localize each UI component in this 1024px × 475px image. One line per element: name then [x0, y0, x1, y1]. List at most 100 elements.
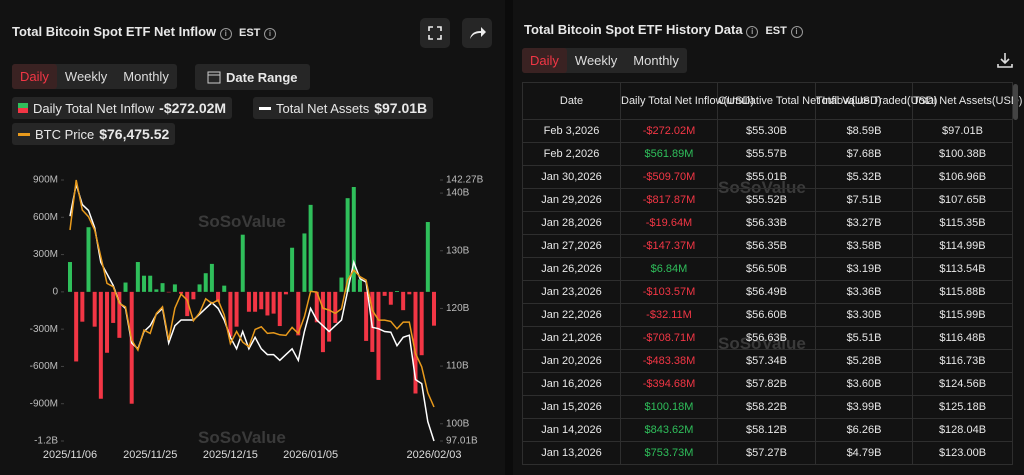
table-cell: Jan 22,2026 [522, 303, 621, 327]
bar [86, 227, 91, 292]
share-button[interactable] [462, 18, 492, 48]
table-cell: $6.84M [620, 257, 718, 281]
table-cell: $123.00B [912, 441, 1013, 465]
y2-tick-label: 130B [446, 245, 470, 256]
fullscreen-button[interactable] [420, 18, 450, 48]
bar [197, 284, 202, 292]
y-tick-label: 900M [33, 175, 58, 186]
table-cell: $128.04B [912, 418, 1013, 442]
bar [203, 273, 208, 292]
table-cell: $3.19B [815, 257, 913, 281]
table-cell: Jan 15,2026 [522, 395, 621, 419]
table-row: Jan 28,2026 -$19.64M $56.33B $3.27B $115.35B [522, 211, 1013, 235]
legend-inflow[interactable]: Daily Total Net Inflow -$272.02M [12, 97, 233, 119]
tab-monthly[interactable]: Monthly [123, 69, 169, 84]
tab-daily[interactable]: Daily [522, 48, 567, 73]
table-cell: $125.18B [912, 395, 1013, 419]
tab-weekly[interactable]: Weekly [574, 53, 618, 68]
table-body: Feb 3,2026 -$272.02M $55.30B $8.59B $97.01B F… [522, 119, 1013, 465]
y2-tick-label: 140B [446, 188, 470, 199]
table-cell: $3.58B [815, 234, 913, 258]
bar [388, 291, 393, 305]
bar [111, 291, 116, 323]
watermark: SoSoValue [198, 212, 286, 231]
share-icon [470, 27, 486, 39]
bar [234, 291, 239, 327]
legend-name: Total Net Assets [276, 100, 370, 116]
tab-weekly[interactable]: Weekly [64, 69, 108, 84]
bar [394, 291, 399, 292]
bar [228, 291, 233, 337]
column-header: Total Value Traded(USD) [815, 82, 937, 120]
y-tick-label: 600M [33, 212, 58, 223]
info-icon[interactable]: i [746, 26, 759, 38]
table-row: Jan 14,2026 $843.62M $58.12B $6.26B $128.04B [522, 418, 1013, 442]
table-cell: $56.33B [717, 211, 816, 235]
legend-value: $76,475.52 [99, 126, 170, 142]
tab-monthly[interactable]: Monthly [633, 53, 679, 68]
date-range-button[interactable]: Date Range [195, 64, 310, 90]
chart: -1.2B -900M -600M -300M 0 300M 600M 900M 97.01B 1… [30, 175, 484, 461]
table-cell: Jan 29,2026 [522, 188, 621, 212]
bar [277, 291, 282, 327]
y-tick-label: 0 [52, 286, 58, 297]
legend-assets[interactable]: Total Net Assets $97.01B [253, 97, 434, 119]
table-row: Jan 15,2026 $100.18M $58.22B $3.99B $125.18B [522, 395, 1013, 419]
info-icon[interactable]: i [790, 26, 803, 38]
bar [179, 291, 184, 294]
table-cell: $114.99B [912, 234, 1013, 258]
table-cell: $106.96B [912, 165, 1013, 189]
y-tick-label: -600M [30, 361, 58, 372]
table-cell: $56.63B [717, 326, 816, 350]
bar [68, 262, 72, 292]
table-cell: $8.59B [815, 119, 913, 143]
chart-panel: Total Bitcoin Spot ETF Net Inflow i EST … [0, 0, 505, 475]
table-cell: $55.01B [717, 165, 816, 189]
download-icon[interactable] [995, 50, 1015, 70]
history-table: Date Daily Total Net Inflow(USD) Cumulativ… [522, 82, 1022, 465]
table-cell: $7.51B [815, 188, 913, 212]
table-cell: -$19.64M [620, 211, 718, 235]
bar [105, 291, 110, 353]
table-cell: Jan 23,2026 [522, 280, 621, 304]
y2-tick-label: 110B [446, 361, 469, 372]
tab-daily[interactable]: Daily [12, 64, 57, 89]
legend-btc[interactable]: BTC Price $76,475.52 [12, 123, 176, 145]
bar [92, 291, 97, 327]
table-row: Jan 16,2026 -$394.68M $57.82B $3.60B $124.56… [522, 372, 1013, 396]
table-cell: $58.12B [717, 418, 816, 442]
calendar-icon [207, 71, 221, 84]
bar [339, 277, 344, 292]
scrollbar[interactable] [1013, 84, 1018, 120]
info-icon[interactable]: i [264, 28, 277, 40]
bar [314, 291, 319, 323]
bar [259, 291, 264, 310]
date-range-label: Date Range [226, 69, 298, 85]
bar [407, 291, 412, 295]
table-row: Jan 21,2026 -$708.71M $56.63B $5.51B $116.48… [522, 326, 1013, 350]
bar [351, 187, 356, 292]
info-icon[interactable]: i [219, 28, 232, 40]
table-cell: $116.73B [912, 349, 1013, 373]
table-cell: $100.18M [620, 395, 718, 419]
table-cell: Feb 3,2026 [522, 119, 621, 143]
bar [290, 247, 295, 292]
table-cell: -$817.87M [620, 188, 718, 212]
table-cell: $56.50B [717, 257, 816, 281]
bar [333, 291, 338, 323]
bar [240, 234, 245, 292]
table-cell: -$483.38M [620, 349, 718, 373]
header-row: Date Daily Total Net Inflow(USD) Cumulativ… [522, 82, 1022, 120]
table-cell: Jan 13,2026 [522, 441, 621, 465]
bar [413, 291, 418, 394]
table-cell: $6.26B [815, 418, 913, 442]
legend-name: BTC Price [35, 126, 95, 142]
table-cell: -$103.57M [620, 280, 718, 304]
legend-swatch [18, 133, 30, 136]
bar [302, 233, 307, 292]
legend-value: -$272.02M [159, 100, 227, 116]
table-cell: $843.62M [620, 418, 718, 442]
table-cell: Jan 28,2026 [522, 211, 621, 235]
bar [308, 204, 313, 292]
table-row: Jan 22,2026 -$32.11M $56.60B $3.30B $115.99B [522, 303, 1013, 327]
